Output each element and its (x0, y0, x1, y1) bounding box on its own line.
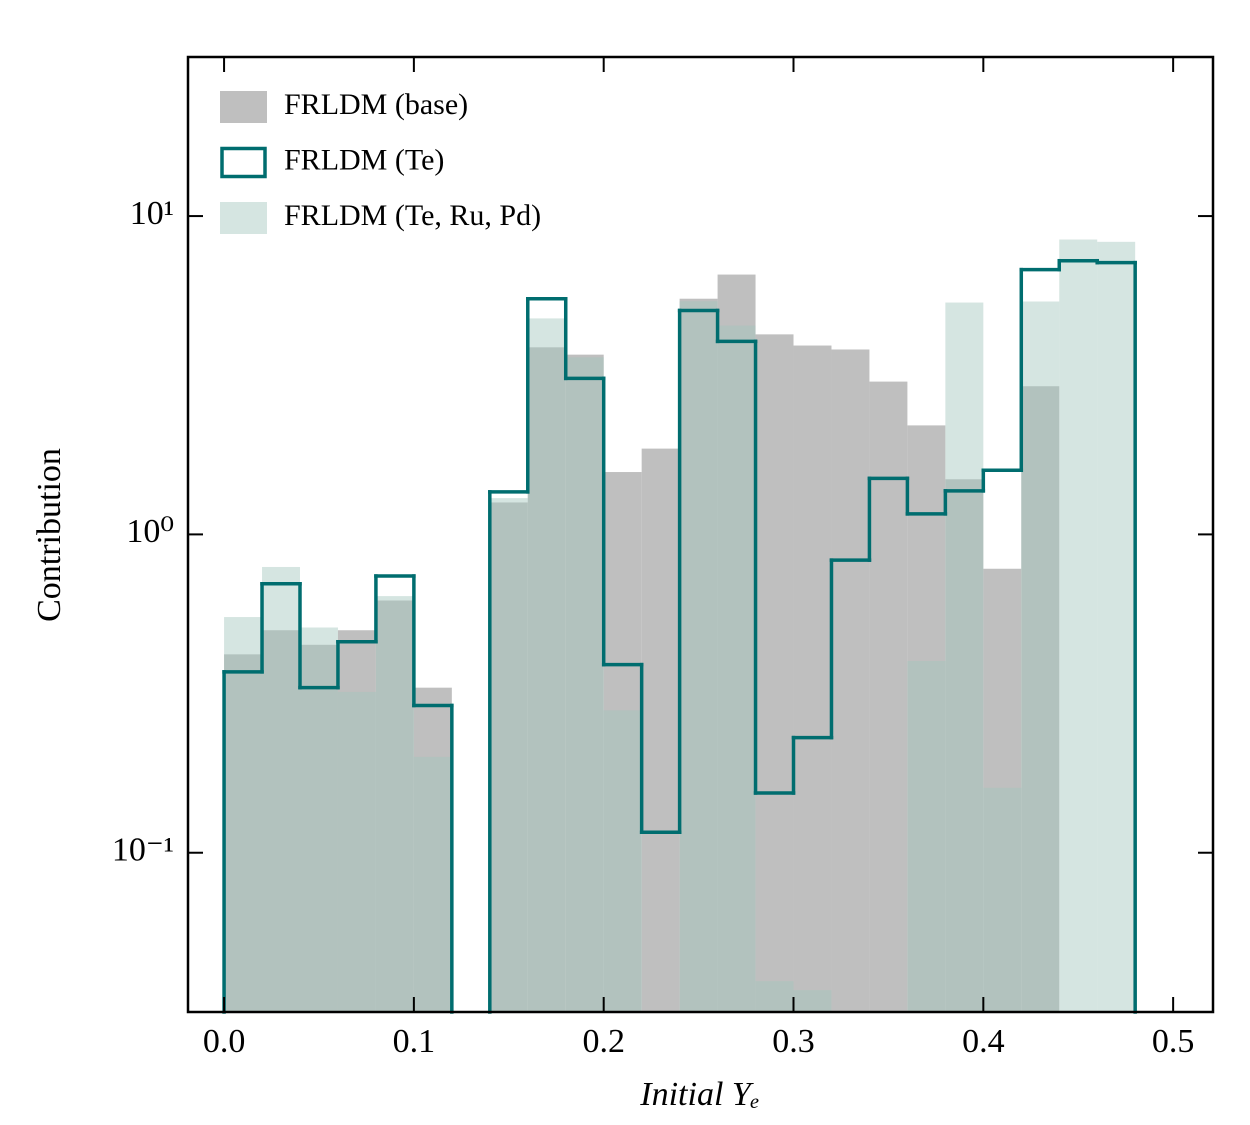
bar (793, 345, 832, 1012)
bar (299, 644, 338, 1012)
bar (717, 325, 756, 1012)
bar (489, 498, 528, 1012)
bar (945, 479, 984, 1013)
x-tick-label: 0.3 (772, 1023, 815, 1060)
bar (413, 687, 452, 1012)
bar (489, 502, 528, 1012)
bar (375, 596, 414, 1012)
bar (755, 981, 794, 1012)
bar (831, 349, 870, 1012)
x-tick-label: 0.4 (962, 1023, 1005, 1060)
bar (337, 691, 376, 1012)
bar (1059, 239, 1098, 1012)
bar (224, 654, 263, 1012)
legend-swatch (220, 91, 267, 123)
x-tick-label: 0.2 (582, 1023, 625, 1060)
legend-swatch (220, 146, 267, 179)
bar (907, 425, 946, 1012)
legend-swatch (220, 202, 267, 234)
bar (375, 600, 414, 1012)
legend-label: FRLDM (Te) (284, 143, 444, 176)
bar (983, 568, 1022, 1012)
y-tick-label: 10⁰ (126, 513, 174, 550)
bar (527, 318, 566, 1012)
bar (413, 756, 452, 1012)
bar (641, 448, 680, 1012)
bar (565, 354, 604, 1013)
x-tick-label: 0.5 (1152, 1023, 1195, 1060)
bar (299, 627, 338, 1012)
bar (527, 347, 566, 1013)
bar (945, 302, 984, 1012)
x-axis-label: Initial Yₑ (639, 1076, 759, 1113)
bar (1021, 386, 1060, 1012)
bar (907, 661, 946, 1012)
x-tick-label: 0.0 (203, 1023, 246, 1060)
bar (717, 274, 756, 1012)
bar (603, 710, 642, 1012)
bar (262, 566, 300, 1012)
bar (793, 990, 832, 1012)
bar (755, 334, 794, 1012)
bar (337, 630, 376, 1012)
bar (603, 472, 642, 1012)
bar (679, 301, 718, 1013)
bar (565, 357, 604, 1012)
bar (1097, 241, 1136, 1012)
bar (679, 298, 718, 1012)
bar (1021, 301, 1060, 1012)
bar (224, 617, 263, 1012)
x-tick-label: 0.1 (393, 1023, 436, 1060)
bar (869, 381, 908, 1013)
bar (983, 787, 1022, 1012)
bar (262, 630, 300, 1012)
y-tick-label: 10¹ (130, 195, 174, 232)
legend-label: FRLDM (Te, Ru, Pd) (284, 199, 541, 232)
y-tick-label: 10⁻¹ (112, 832, 174, 869)
legend-label: FRLDM (base) (284, 88, 468, 121)
y-axis-label: Contribution (31, 448, 68, 622)
